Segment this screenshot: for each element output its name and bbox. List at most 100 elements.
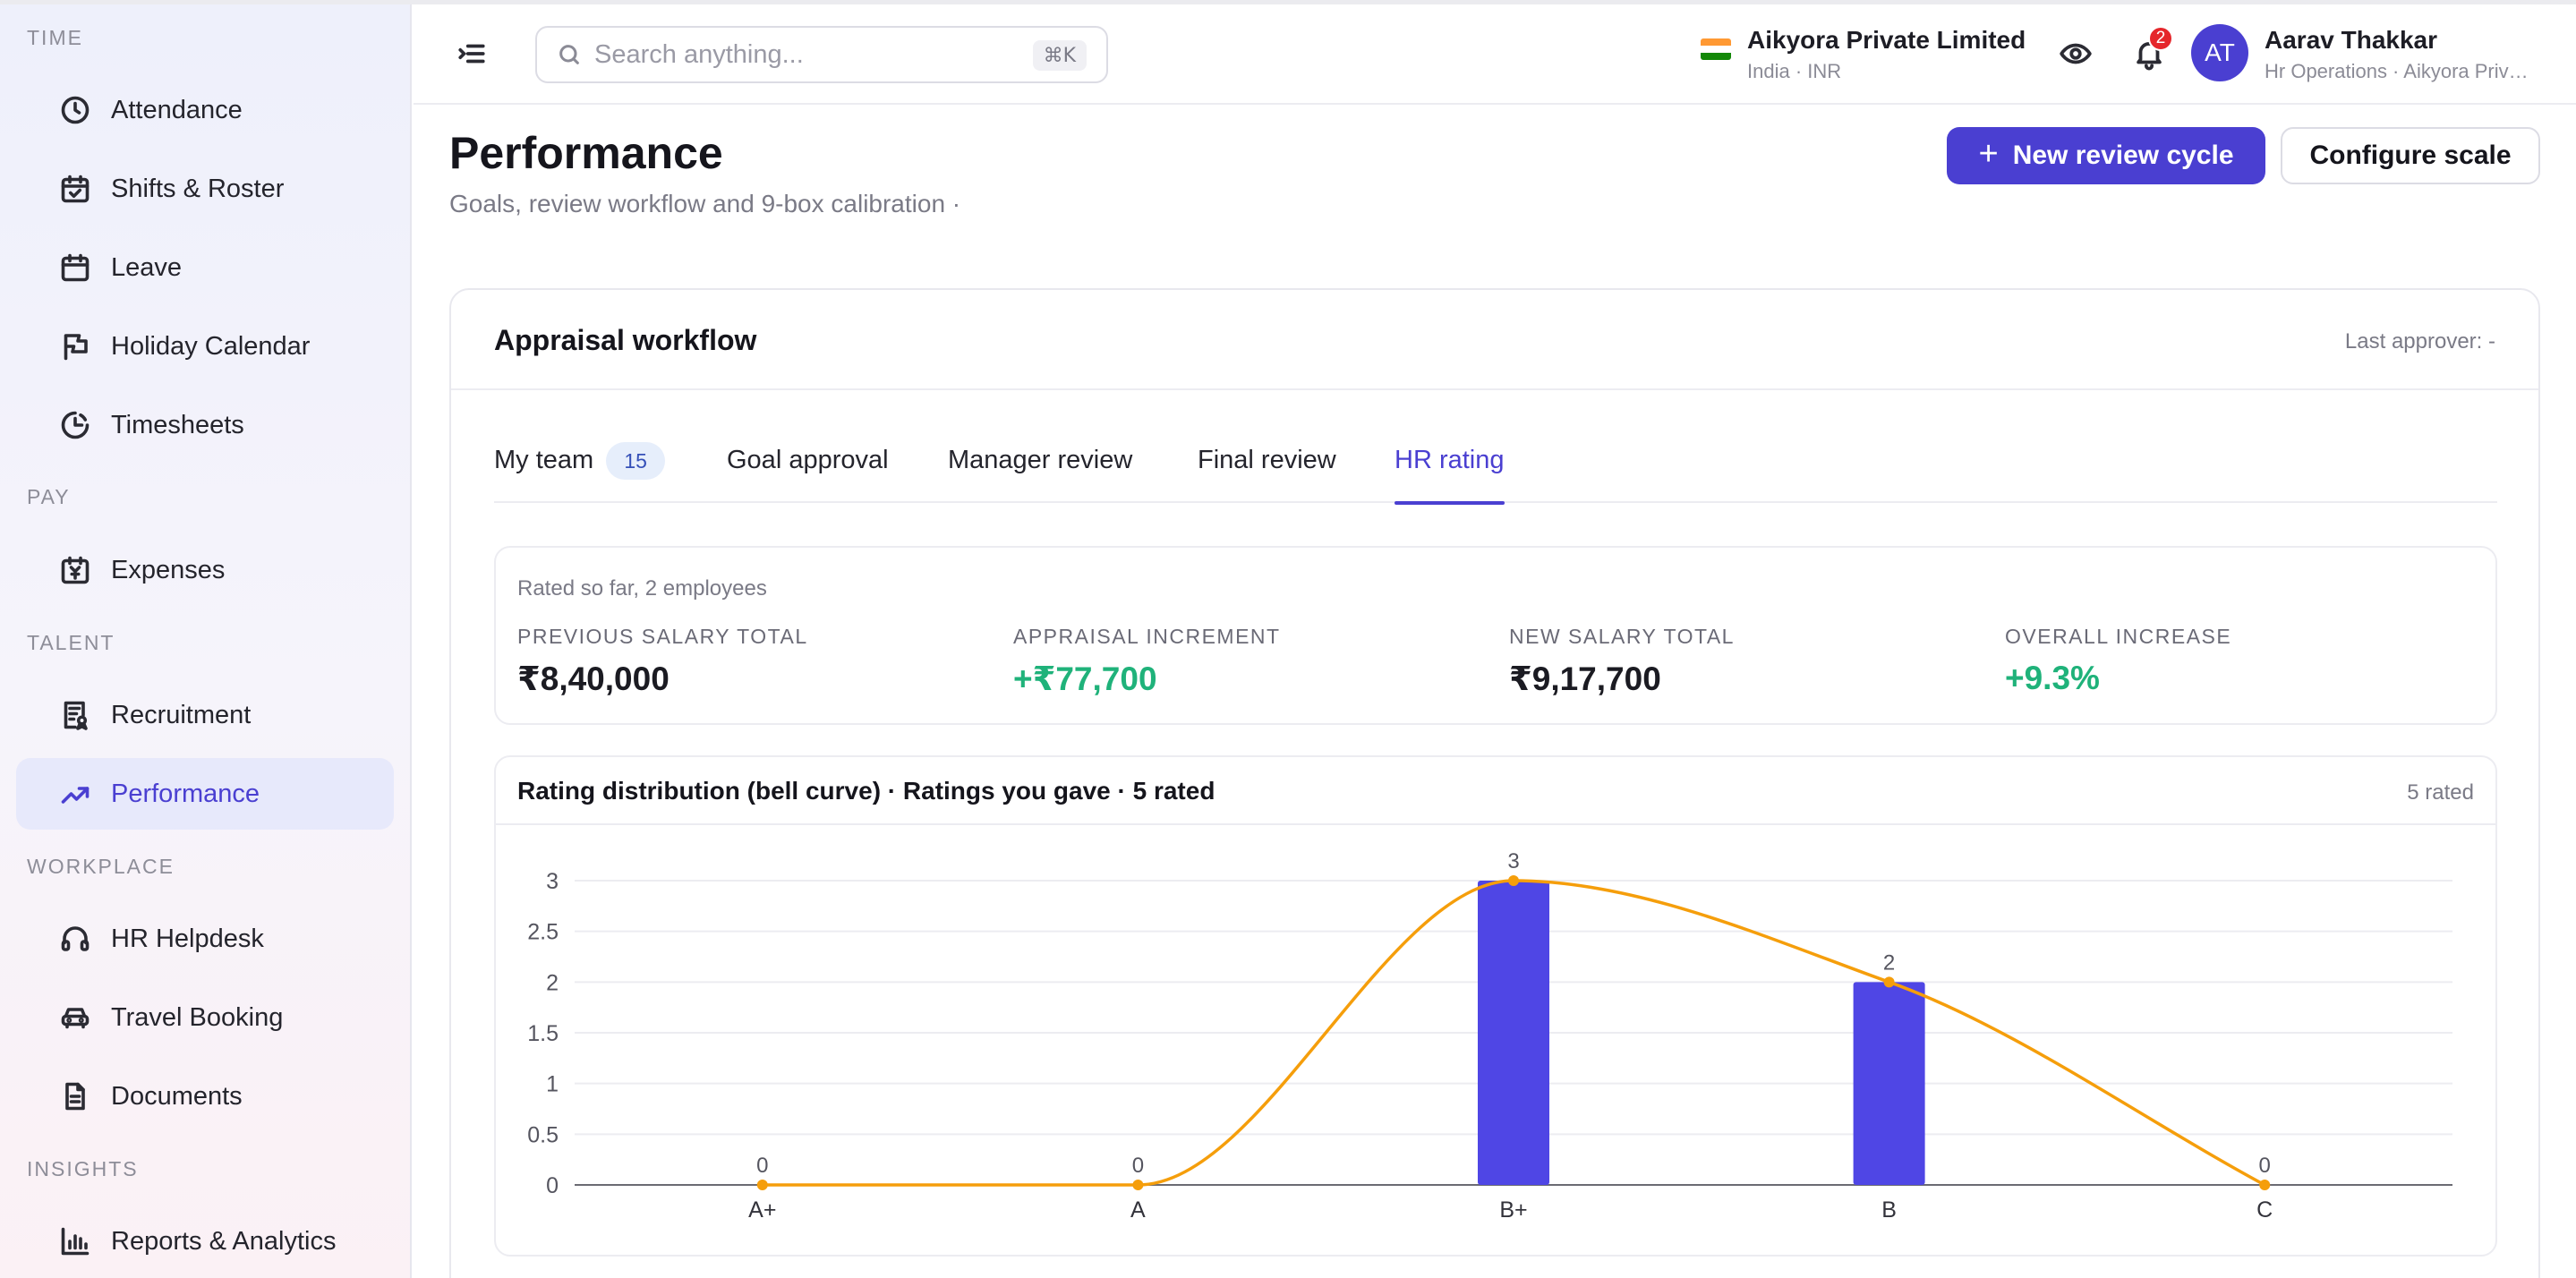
- sidebar-item-label: Travel Booking: [111, 1002, 284, 1032]
- configure-scale-button[interactable]: Configure scale: [2281, 127, 2540, 184]
- headset-icon: [57, 921, 93, 957]
- avatar[interactable]: AT: [2191, 24, 2248, 81]
- curve-point-B+: [1508, 875, 1519, 886]
- stat-appraisal-increment: APPRAISAL INCREMENT +₹77,700: [1013, 625, 1281, 698]
- user-name: Aarav Thakkar: [2265, 26, 2438, 54]
- chart-rated-count: 5 rated: [2407, 780, 2474, 805]
- curve-point-A+: [756, 1180, 768, 1190]
- sidebar-item-holiday-calendar[interactable]: Holiday Calendar: [16, 311, 394, 382]
- tab-final-review[interactable]: Final review: [1198, 435, 1336, 503]
- bell-curve-line: [762, 879, 2266, 1187]
- tab-label: My team: [494, 446, 594, 474]
- clock-history-icon: [57, 407, 93, 443]
- sidebar-item-label: Expenses: [111, 555, 226, 584]
- sidebar-item-recruitment[interactable]: Recruitment: [16, 679, 394, 751]
- bar-value-label: 2: [1883, 950, 1895, 975]
- y-tick-label: 1.5: [527, 1021, 559, 1046]
- company-switcher[interactable]: Aikyora Private Limited India · INR: [1701, 26, 2026, 83]
- tab-hr-rating[interactable]: HR rating: [1395, 435, 1505, 505]
- sidebar-item-label: Attendance: [111, 95, 243, 124]
- document-icon: [57, 1078, 93, 1114]
- bar-value-label: 0: [2259, 1154, 2271, 1178]
- sidebar-item-label: Recruitment: [111, 700, 252, 729]
- sidebar-item-label: HR Helpdesk: [111, 924, 264, 953]
- tab-manager-review[interactable]: Manager review: [948, 435, 1132, 503]
- sidebar-item-label: Documents: [111, 1081, 243, 1111]
- user-menu[interactable]: Aarav Thakkar Hr Operations · Aikyora Pr…: [2265, 26, 2533, 83]
- bar-value-label: 0: [1132, 1154, 1144, 1178]
- flag-icon: [57, 328, 93, 364]
- rating-distribution-chart: 0 0.5 1 1.5 2 2.5 3 0 A+ 0 A 3 B+ 2 B 0 C: [527, 849, 2452, 1223]
- chart-header: Rating distribution (bell curve) · Ratin…: [496, 757, 2495, 825]
- section-label-time: TIME: [27, 26, 83, 49]
- trending-up-icon: [57, 776, 93, 812]
- x-tick-label: A+: [748, 1197, 776, 1223]
- y-tick-label: 1: [546, 1072, 559, 1097]
- yen-receipt-icon: [57, 552, 93, 588]
- x-tick-label: C: [2256, 1197, 2273, 1223]
- stat-value: ₹9,17,700: [1509, 660, 1661, 697]
- notification-badge: 2: [2148, 26, 2173, 51]
- sidebar: TIME Attendance Shifts & Roster Leave Ho…: [0, 4, 412, 1278]
- tab-label: Final review: [1198, 446, 1336, 474]
- sidebar-item-label: Holiday Calendar: [111, 331, 311, 361]
- sidebar-item-label: Timesheets: [111, 410, 244, 439]
- search-shortcut: ⌘K: [1032, 40, 1087, 71]
- sidebar-item-leave[interactable]: Leave: [16, 232, 394, 303]
- section-label-insights: INSIGHTS: [27, 1157, 139, 1180]
- sidebar-item-shifts-roster[interactable]: Shifts & Roster: [16, 153, 394, 225]
- sidebar-item-performance[interactable]: Performance: [16, 758, 394, 830]
- view-as-button[interactable]: [2059, 37, 2094, 72]
- user-role: Hr Operations · Aikyora Private Limited: [2265, 60, 2533, 82]
- sidebar-item-label: Shifts & Roster: [111, 174, 285, 203]
- stat-label: OVERALL INCREASE: [2005, 625, 2232, 648]
- search-box[interactable]: ⌘K: [535, 26, 1108, 83]
- bar-value-label: 0: [756, 1154, 768, 1178]
- section-label-pay: PAY: [27, 485, 71, 508]
- section-label-workplace: WORKPLACE: [27, 855, 175, 878]
- tab-label: Manager review: [948, 446, 1133, 474]
- stat-label: NEW SALARY TOTAL: [1509, 625, 1735, 648]
- tab-my-team[interactable]: My team 15: [494, 435, 666, 503]
- search-input[interactable]: [594, 39, 988, 70]
- stat-label: APPRAISAL INCREMENT: [1013, 625, 1281, 648]
- stat-label: PREVIOUS SALARY TOTAL: [517, 625, 808, 648]
- x-tick-label: A: [1130, 1197, 1146, 1223]
- card-title: Appraisal workflow: [494, 324, 757, 356]
- section-label-talent: TALENT: [27, 631, 115, 654]
- sidebar-item-attendance[interactable]: Attendance: [16, 74, 394, 146]
- calendar-icon: [57, 250, 93, 285]
- calendar-check-icon: [57, 171, 93, 207]
- rating-distribution-card: Rating distribution (bell curve) · Ratin…: [494, 755, 2497, 1257]
- bar-chart-icon: [57, 1223, 93, 1259]
- search-icon: [559, 45, 579, 64]
- bar-B: [1853, 982, 1925, 1185]
- chart-title: Rating distribution (bell curve) · Ratin…: [517, 777, 1215, 805]
- stat-value: ₹8,40,000: [517, 660, 670, 697]
- sidebar-item-expenses[interactable]: Expenses: [16, 534, 394, 606]
- salary-summary: Rated so far, 2 employees PREVIOUS SALAR…: [494, 546, 2497, 725]
- sidebar-item-reports-analytics[interactable]: Reports & Analytics: [16, 1206, 394, 1277]
- company-region: India · INR: [1747, 60, 1842, 82]
- car-icon: [57, 1000, 93, 1035]
- sidebar-item-hr-helpdesk[interactable]: HR Helpdesk: [16, 903, 394, 975]
- sidebar-item-travel-booking[interactable]: Travel Booking: [16, 982, 394, 1053]
- stat-new-salary: NEW SALARY TOTAL ₹9,17,700: [1509, 625, 1735, 698]
- page-subtitle: Goals, review workflow and 9-box calibra…: [449, 190, 961, 217]
- y-tick-label: 3: [546, 869, 559, 894]
- sidebar-item-documents[interactable]: Documents: [16, 1061, 394, 1132]
- clock-icon: [57, 92, 93, 128]
- new-review-cycle-button[interactable]: + New review cycle: [1947, 127, 2265, 184]
- workflow-tabs: My team 15 Goal approval Manager review …: [494, 435, 2497, 505]
- bar-value-label: 3: [1507, 849, 1519, 873]
- bar-B+: [1478, 881, 1549, 1185]
- tab-goal-approval[interactable]: Goal approval: [727, 435, 889, 503]
- curve-point-C: [2259, 1180, 2271, 1190]
- collapse-menu-icon: [458, 44, 485, 64]
- y-tick-label: 2.5: [527, 920, 559, 945]
- sidebar-toggle-button[interactable]: [456, 38, 489, 71]
- sidebar-item-label: Leave: [111, 252, 183, 282]
- sidebar-item-timesheets[interactable]: Timesheets: [16, 389, 394, 461]
- tab-label: Goal approval: [727, 446, 889, 474]
- curve-point-B: [1883, 976, 1895, 988]
